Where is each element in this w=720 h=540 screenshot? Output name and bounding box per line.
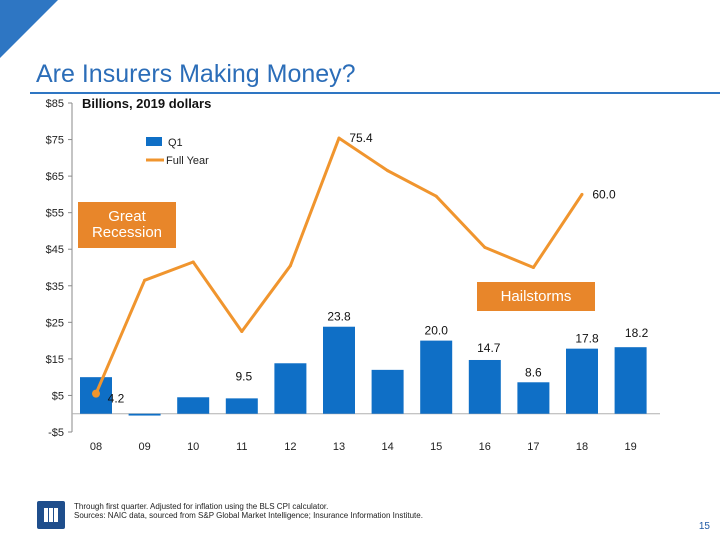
y-tick-label: $55 [46, 208, 64, 220]
iii-logo [37, 501, 65, 529]
x-tick-label: 15 [430, 441, 442, 453]
bar-q1-09 [128, 413, 161, 416]
data-label-q1-17: 8.6 [525, 365, 542, 379]
data-label-q1-13: 23.8 [327, 310, 351, 324]
x-tick-label: 16 [479, 441, 491, 453]
legend-swatch-q1 [146, 137, 162, 146]
chart-subtitle: Billions, 2019 dollars [82, 96, 211, 111]
great-recession-callout: Great Recession [78, 202, 176, 248]
point-full-year-11 [240, 329, 244, 333]
x-tick-label: 19 [624, 441, 636, 453]
y-tick-label: $65 [46, 171, 64, 183]
x-tick-label: 09 [138, 441, 150, 453]
y-tick-label: $85 [46, 98, 64, 110]
data-label-q1-19: 18.2 [625, 326, 649, 340]
bar-q1-14 [371, 369, 404, 414]
point-full-year-15 [434, 194, 438, 198]
y-tick-label: $75 [46, 135, 64, 147]
x-tick-label: 18 [576, 441, 588, 453]
data-label-q1-15: 20.0 [425, 324, 449, 338]
data-label-full-year-13: 75.4 [349, 131, 373, 145]
point-full-year-13 [337, 136, 341, 140]
bar-q1-16 [468, 359, 501, 414]
y-tick-label: $25 [46, 317, 64, 329]
point-full-year-18 [580, 192, 584, 196]
x-tick-label: 11 [236, 441, 247, 453]
bar-q1-18 [566, 348, 598, 414]
x-tick-label: 12 [284, 441, 296, 453]
y-tick-label: $15 [46, 354, 64, 366]
page-number: 15 [698, 521, 710, 532]
x-tick-label: 13 [333, 441, 345, 453]
hailstorms-callout: Hailstorms [477, 282, 595, 311]
x-tick-label: 08 [90, 441, 102, 453]
point-full-year-17 [531, 266, 535, 269]
corner-accent [0, 0, 58, 58]
legend-label-q1: Q1 [168, 137, 183, 149]
point-full-year-10 [191, 260, 195, 264]
point-full-year-14 [386, 169, 390, 173]
bar-q1-12 [274, 363, 307, 414]
bar-q1-15 [420, 340, 453, 414]
x-tick-label: 17 [527, 441, 539, 453]
bar-q1-11 [225, 398, 258, 414]
x-tick-label: 10 [187, 441, 199, 453]
point-full-year-12 [288, 264, 292, 268]
footnote: Through first quarter. Adjusted for infl… [74, 502, 423, 520]
bar-q1-13 [323, 326, 355, 414]
legend-label-full-year: Full Year [166, 155, 209, 167]
footnote-line-1: Through first quarter. Adjusted for infl… [74, 502, 329, 511]
y-tick-label: -$5 [48, 427, 64, 439]
bar-q1-17 [517, 382, 550, 414]
point-full-year-09 [143, 278, 147, 282]
data-label-q1-11: 9.5 [235, 369, 252, 383]
point-full-year-16 [483, 245, 487, 249]
data-label-full-year-18: 60.0 [592, 187, 616, 201]
data-label-q1-16: 14.7 [477, 341, 501, 355]
y-tick-label: $35 [46, 281, 64, 293]
title-divider [30, 92, 720, 94]
y-tick-label: $45 [46, 244, 64, 256]
bar-q1-10 [177, 397, 210, 414]
page-title: Are Insurers Making Money? [36, 60, 356, 88]
data-label-extra-08: 4.2 [108, 391, 125, 405]
point-full-year-08 [92, 389, 100, 398]
footnote-line-2: Sources: NAIC data, sourced from S&P Glo… [74, 511, 423, 520]
data-label-q1-18: 17.8 [575, 332, 599, 346]
y-tick-label: $5 [52, 390, 64, 402]
bar-q1-19 [614, 347, 647, 414]
x-tick-label: 14 [381, 441, 393, 453]
